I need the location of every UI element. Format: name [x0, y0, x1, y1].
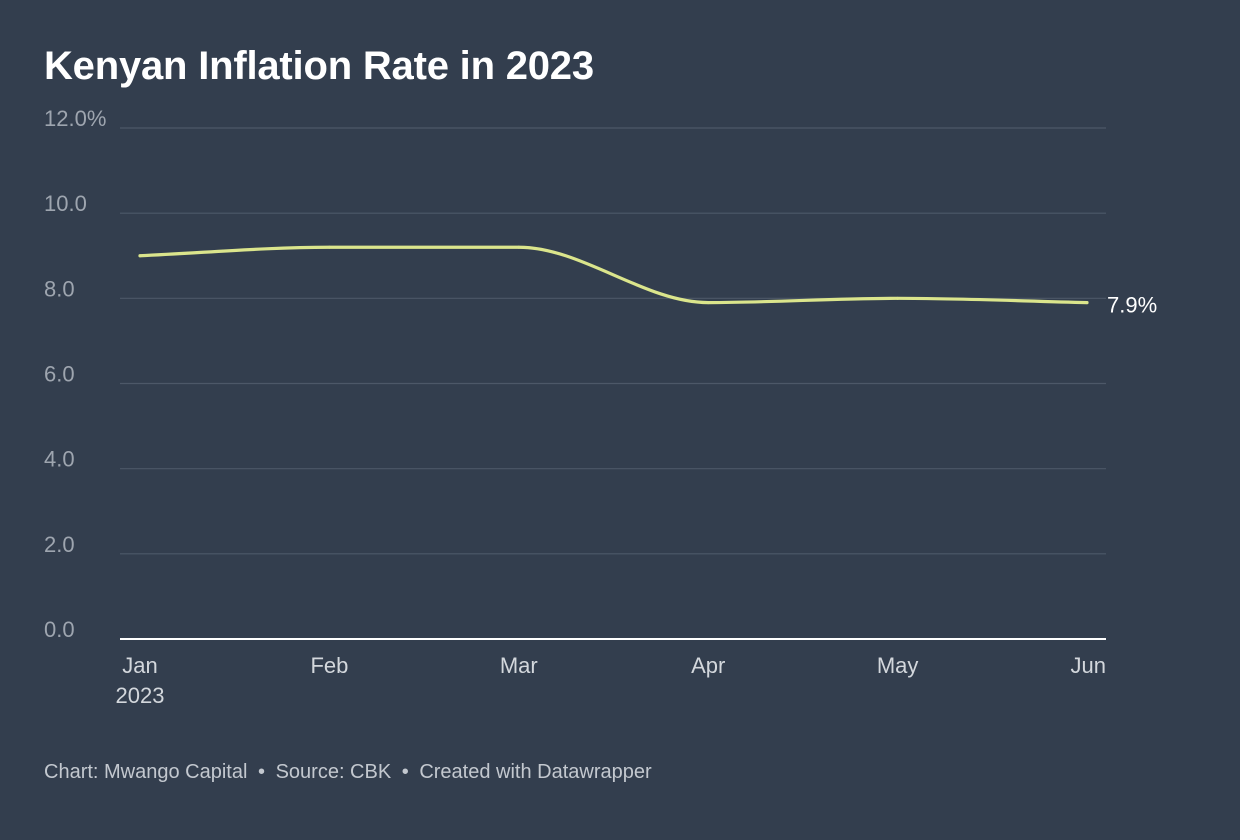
- y-tick-label: 0.0: [44, 617, 75, 642]
- footer-source: Source: CBK: [275, 761, 392, 783]
- data-point: [706, 301, 710, 305]
- chart-title: Kenyan Inflation Rate in 2023: [44, 44, 594, 88]
- footer-tool: Created with Datawrapper: [419, 761, 652, 783]
- y-tick-label: 10.0: [44, 191, 87, 216]
- y-tick-label: 2.0: [44, 532, 75, 557]
- data-point: [896, 296, 900, 300]
- footer-credit: Chart: Mwango Capital: [44, 761, 248, 783]
- y-tick-label: 4.0: [44, 447, 75, 472]
- x-tick-label: Feb: [310, 653, 348, 678]
- data-point: [1085, 301, 1089, 305]
- x-tick-sublabel: 2023: [116, 683, 165, 708]
- data-point: [138, 254, 142, 258]
- x-tick-label: Apr: [691, 653, 725, 678]
- footer-separator: •: [258, 761, 266, 783]
- footer-separator: •: [401, 761, 409, 783]
- x-tick-label: Jan: [122, 653, 157, 678]
- y-tick-label: 12.0%: [44, 106, 106, 131]
- chart-footer: Chart: Mwango Capital • Source: CBK • Cr…: [44, 761, 652, 784]
- x-tick-label: May: [877, 653, 919, 678]
- y-tick-label: 8.0: [44, 276, 75, 301]
- series-line: [138, 245, 1089, 305]
- x-tick-label: Mar: [500, 653, 538, 678]
- y-tick-label: 6.0: [44, 362, 75, 387]
- data-point: [517, 245, 521, 249]
- end-value-label: 7.9%: [1107, 293, 1157, 318]
- x-tick-label: Jun: [1071, 653, 1106, 678]
- data-point: [327, 245, 331, 249]
